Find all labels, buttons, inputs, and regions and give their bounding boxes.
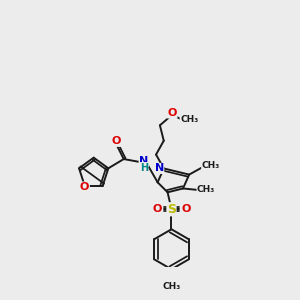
- Text: H: H: [140, 163, 148, 172]
- Text: CH₃: CH₃: [181, 116, 199, 124]
- Text: N: N: [139, 156, 148, 167]
- Text: N: N: [154, 164, 164, 173]
- Text: O: O: [80, 182, 89, 192]
- Text: CH₃: CH₃: [197, 185, 215, 194]
- Text: O: O: [182, 204, 191, 214]
- Text: O: O: [111, 136, 121, 146]
- Text: CH₃: CH₃: [162, 282, 181, 291]
- Text: O: O: [152, 204, 161, 214]
- Text: CH₃: CH₃: [202, 161, 220, 170]
- Text: O: O: [167, 108, 177, 118]
- Text: CH₃: CH₃: [180, 116, 198, 124]
- Text: S: S: [167, 203, 176, 216]
